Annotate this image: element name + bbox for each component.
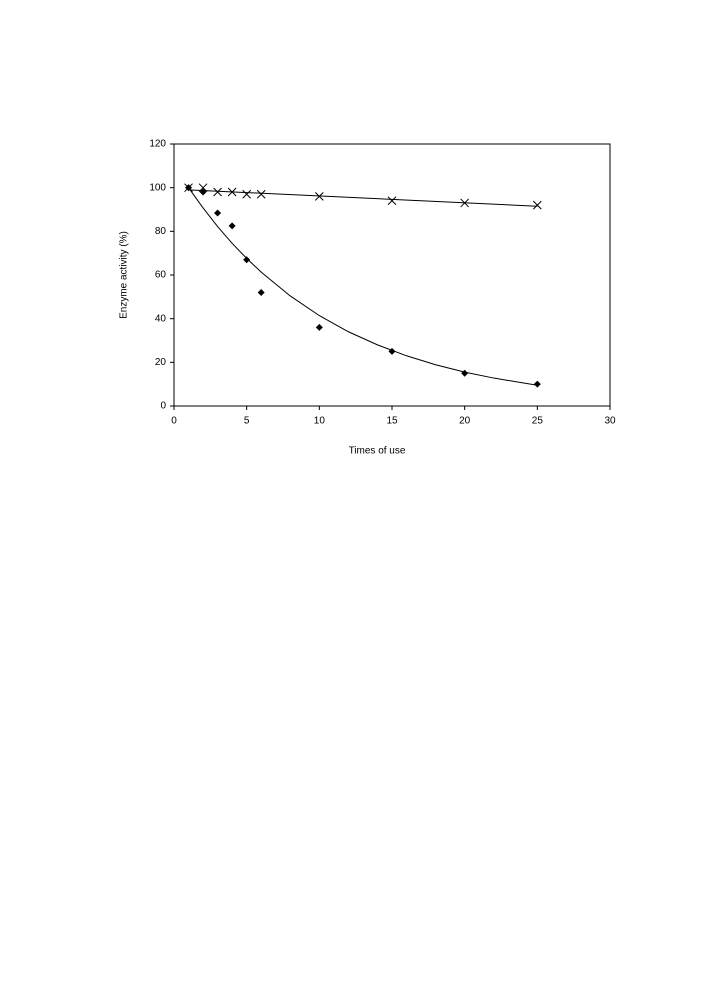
diamond-marker xyxy=(228,222,236,230)
x-marker xyxy=(213,187,222,197)
x-tick-label: 30 xyxy=(604,416,616,427)
x-marker xyxy=(314,192,324,201)
diamond-marker xyxy=(533,380,541,388)
diamond-marker xyxy=(257,288,265,296)
x-tick-label: 25 xyxy=(532,416,544,427)
y-tick-label: 20 xyxy=(155,357,167,368)
x-marker xyxy=(387,196,397,206)
fit-line xyxy=(188,187,538,386)
x-marker xyxy=(256,189,266,199)
x-marker xyxy=(242,189,252,199)
y-tick-label: 40 xyxy=(155,313,167,324)
x-marker xyxy=(227,187,237,197)
diamond-marker xyxy=(199,188,207,196)
y-tick-label: 80 xyxy=(155,226,167,237)
diamond-marker xyxy=(461,369,469,377)
x-tick-label: 10 xyxy=(314,416,326,427)
x-marker xyxy=(532,200,542,210)
x-tick-label: 0 xyxy=(171,416,177,427)
x-axis-title: Times of use xyxy=(349,446,406,457)
diamond-marker xyxy=(214,209,222,217)
plot-frame xyxy=(173,143,611,407)
y-tick-label: 60 xyxy=(155,270,167,281)
fit-line xyxy=(188,189,538,207)
diamond-marker xyxy=(388,347,396,355)
x-marker xyxy=(198,183,208,193)
x-tick-label: 5 xyxy=(244,416,250,427)
y-axis-title: Enzyme activity (%) xyxy=(119,231,130,319)
diamond-marker xyxy=(185,184,193,192)
y-tick-label: 120 xyxy=(149,139,166,150)
diamond-marker xyxy=(315,323,323,331)
x-marker xyxy=(460,198,470,208)
x-tick-label: 20 xyxy=(459,416,471,427)
y-tick-label: 0 xyxy=(160,401,166,412)
x-tick-label: 15 xyxy=(386,416,398,427)
diamond-marker xyxy=(243,256,251,264)
y-tick-label: 100 xyxy=(149,182,166,193)
